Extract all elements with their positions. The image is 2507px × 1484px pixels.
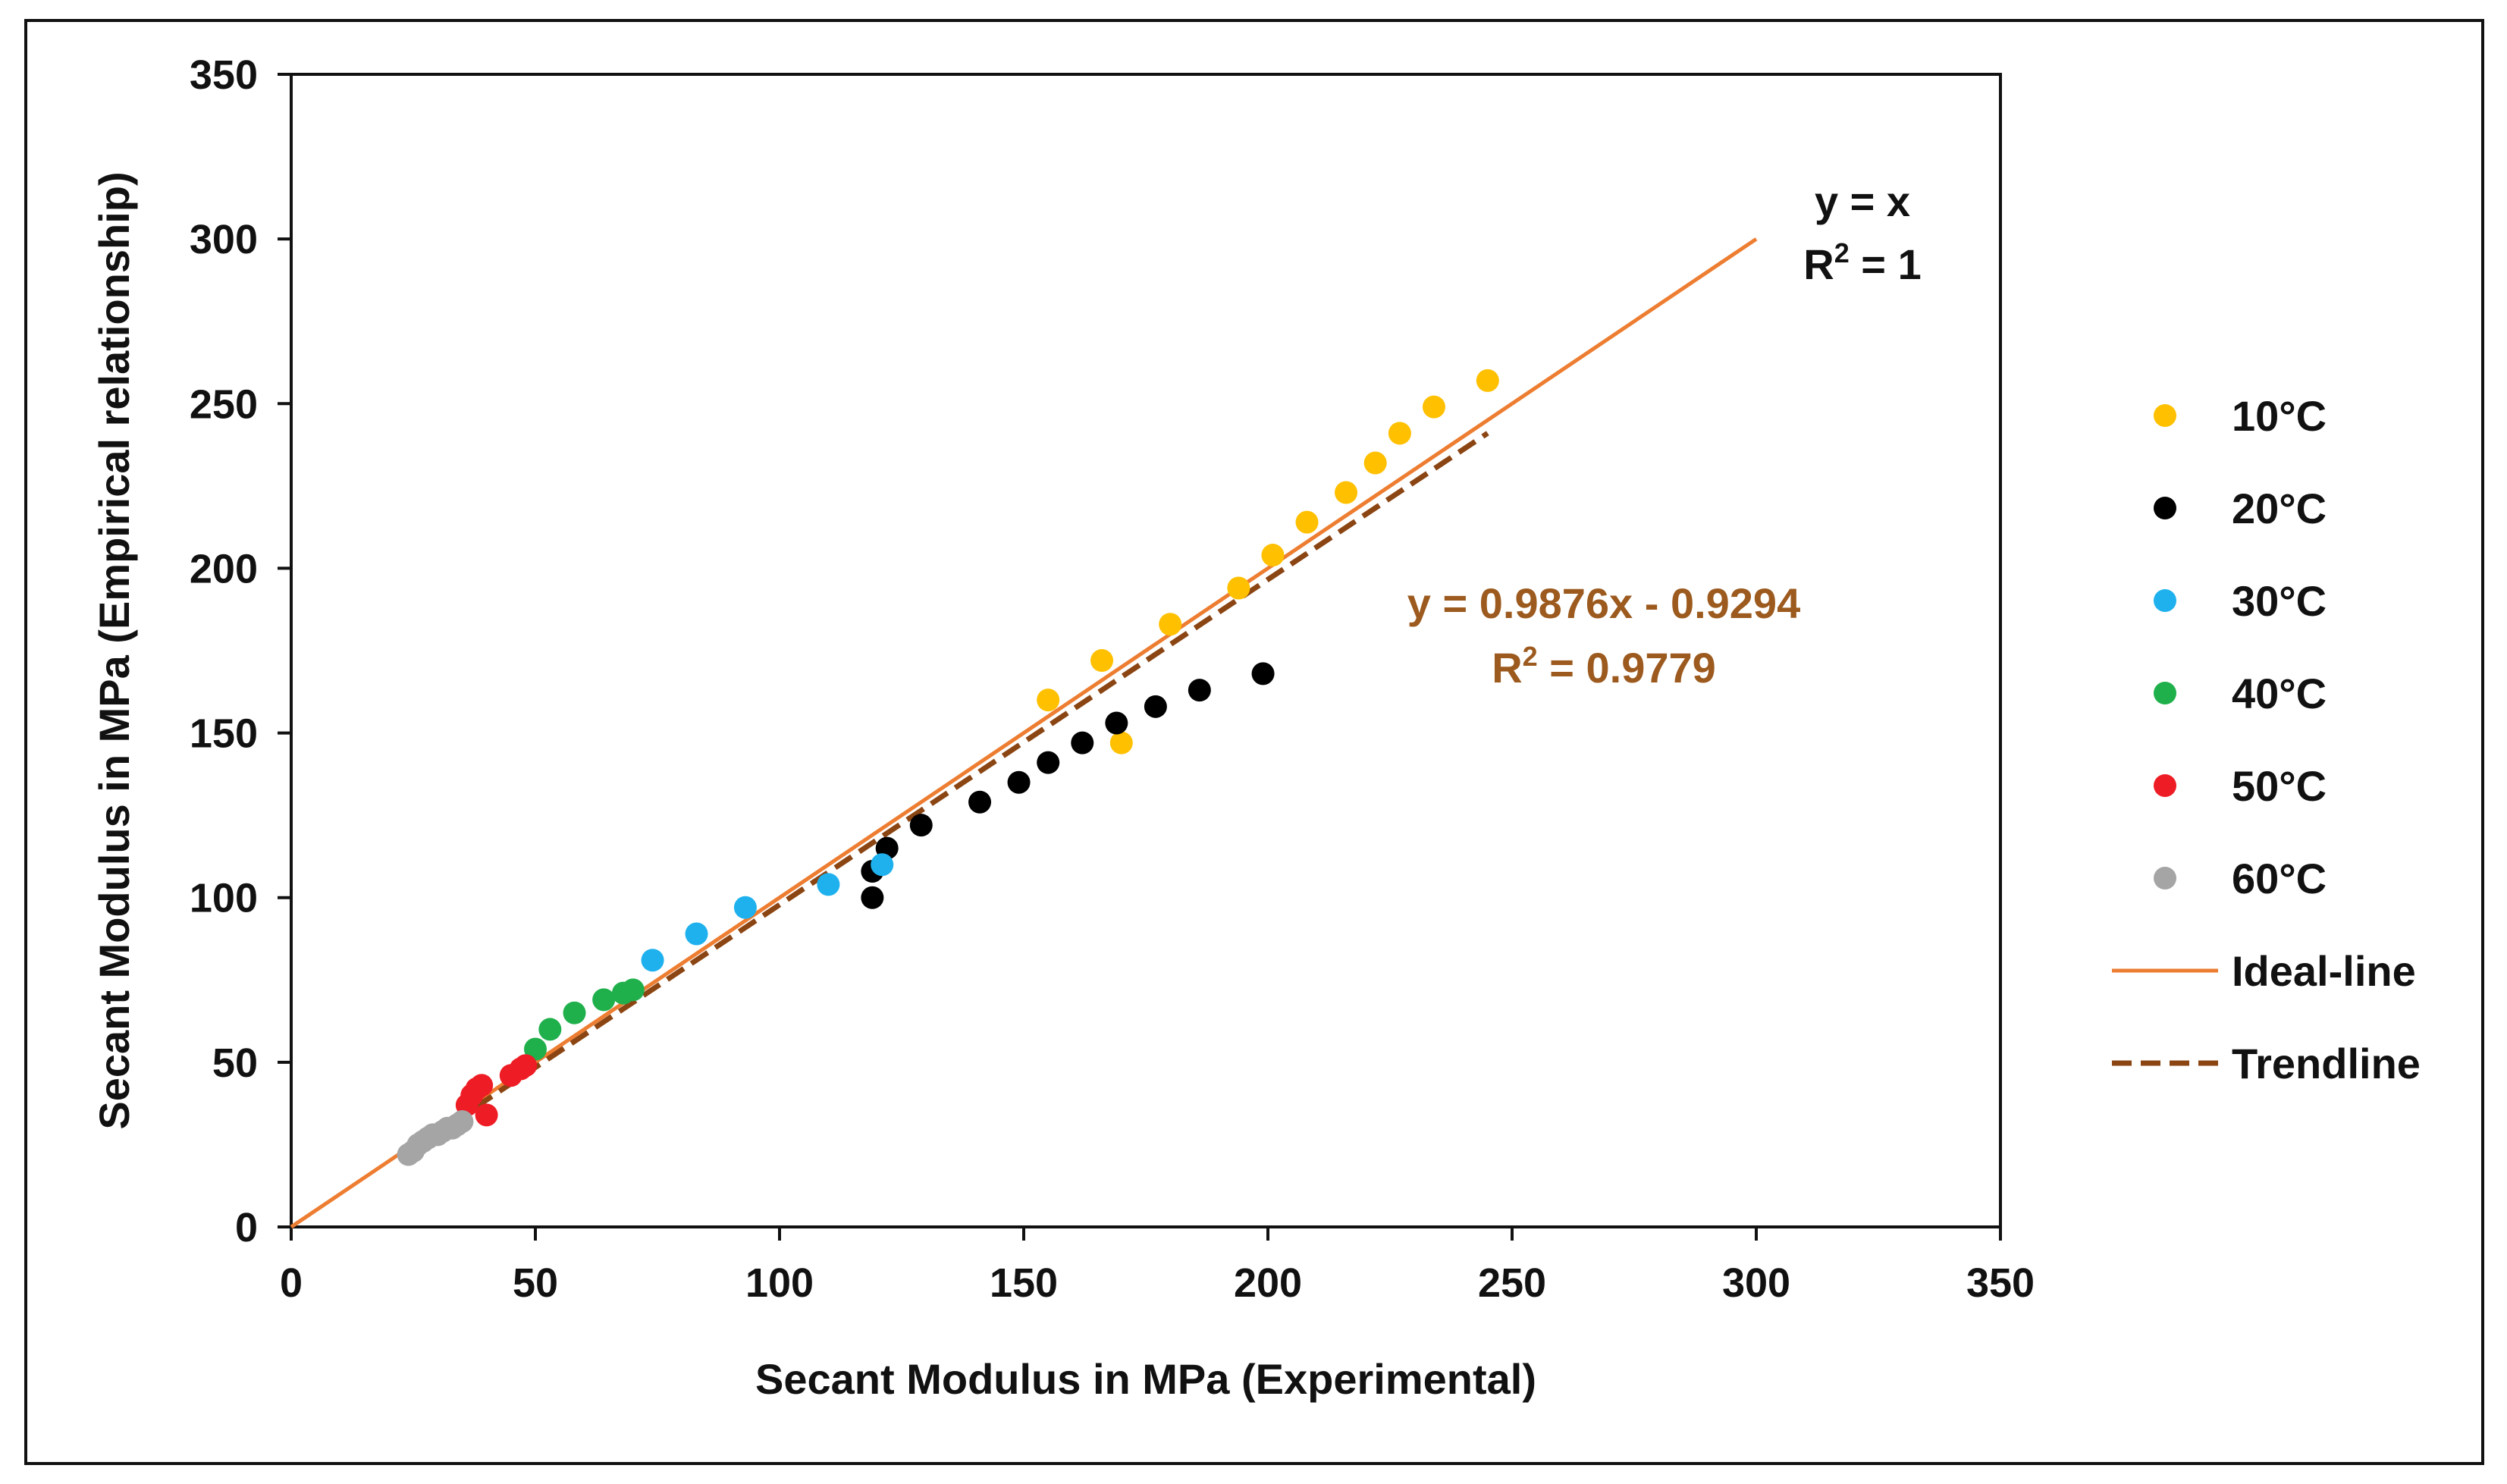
x-axis-title: Secant Modulus in MPa (Experimental) xyxy=(755,1355,1536,1403)
data-point-10c xyxy=(1090,649,1114,673)
y-tick-label: 300 xyxy=(190,217,258,262)
data-point-20c xyxy=(909,814,933,837)
data-point-30c xyxy=(641,949,664,972)
ideal-line-r2: R2 = 1 xyxy=(1803,237,1921,288)
axis-ticks: 0 50 100 150 200 250 300 350 0 50 100 150 200 250 300 3… xyxy=(190,52,2035,1306)
legend-label-30c: 30°C xyxy=(2232,577,2327,625)
trendline-equation: y = 0.9876x - 0.9294 xyxy=(1407,579,1800,627)
data-point-20c xyxy=(1105,711,1128,735)
data-point-40c xyxy=(524,1037,547,1061)
data-point-50c xyxy=(475,1103,498,1127)
data-point-20c xyxy=(1251,662,1275,686)
data-point-10c xyxy=(1476,369,1499,392)
data-point-10c xyxy=(1159,613,1182,636)
data-point-10c xyxy=(1037,689,1060,712)
legend-marker-30c xyxy=(2154,589,2176,612)
plot-area xyxy=(290,73,2002,1228)
data-point-40c xyxy=(538,1018,562,1041)
y-axis-title: Secant Modulus in MPa (Empirical relatio… xyxy=(90,171,138,1129)
legend-marker-60c xyxy=(2154,867,2176,889)
ideal-line-equation: y = x xyxy=(1815,177,1910,225)
data-point-60c xyxy=(450,1110,474,1134)
data-point-30c xyxy=(817,873,840,896)
x-tick-label: 200 xyxy=(1234,1260,1302,1306)
legend-label-trendline: Trendline xyxy=(2232,1040,2421,1087)
legend-label-50c: 50°C xyxy=(2232,762,2327,810)
data-point-20c xyxy=(1037,751,1060,774)
y-tick-label: 0 xyxy=(235,1205,258,1250)
data-point-30c xyxy=(871,853,894,877)
trendline-r2: R2 = 0.9779 xyxy=(1492,641,1716,692)
x-tick-label: 0 xyxy=(280,1260,303,1306)
y-tick-label: 350 xyxy=(190,52,258,98)
data-point-10c xyxy=(1335,481,1358,504)
legend-label-ideal-line: Ideal-line xyxy=(2232,947,2416,995)
data-point-20c xyxy=(861,886,884,909)
data-point-50c xyxy=(514,1054,538,1078)
data-point-10c xyxy=(1388,422,1411,445)
y-tick-label: 200 xyxy=(190,546,258,591)
legend-label-40c: 40°C xyxy=(2232,670,2327,717)
trendline-series-line xyxy=(402,431,1489,1158)
data-point-10c xyxy=(1422,395,1445,419)
data-point-10c xyxy=(1261,544,1285,567)
data-point-40c xyxy=(563,1001,586,1024)
data-point-30c xyxy=(685,922,708,946)
x-tick-label: 300 xyxy=(1722,1260,1790,1306)
y-tick-label: 250 xyxy=(190,381,258,427)
x-tick-label: 350 xyxy=(1966,1260,2035,1306)
x-tick-label: 150 xyxy=(990,1260,1058,1306)
x-tick-label: 100 xyxy=(745,1260,814,1306)
data-point-40c xyxy=(621,978,645,1002)
legend-label-10c: 10°C xyxy=(2232,392,2327,440)
data-point-10c xyxy=(1363,451,1387,475)
data-point-20c xyxy=(1071,731,1094,755)
data-point-20c xyxy=(968,790,992,814)
data-point-30c xyxy=(733,896,757,919)
data-point-20c xyxy=(1007,770,1031,794)
data-point-50c xyxy=(470,1074,494,1097)
data-point-20c xyxy=(1188,679,1211,702)
y-tick-label: 100 xyxy=(190,876,258,921)
data-point-20c xyxy=(1144,695,1167,718)
x-tick-label: 50 xyxy=(513,1260,558,1306)
y-tick-label: 150 xyxy=(190,711,258,757)
legend-label-60c: 60°C xyxy=(2232,855,2327,902)
legend-label-20c: 20°C xyxy=(2232,485,2327,532)
legend-marker-50c xyxy=(2154,774,2176,797)
y-tick-label: 50 xyxy=(212,1040,258,1086)
data-points xyxy=(397,369,1499,1166)
legend-marker-20c xyxy=(2154,497,2176,519)
legend: 10°C 20°C 30°C 40°C 50°C 60°C Ideal-line Trendl… xyxy=(2112,392,2421,1087)
data-point-10c xyxy=(1295,510,1319,534)
x-tick-label: 250 xyxy=(1478,1260,1546,1306)
data-point-10c xyxy=(1227,576,1250,600)
chart-outer-border xyxy=(24,19,2484,1465)
data-point-10c xyxy=(1109,731,1133,755)
data-point-40c xyxy=(592,988,616,1012)
legend-marker-10c xyxy=(2154,404,2176,427)
legend-marker-40c xyxy=(2154,682,2176,704)
